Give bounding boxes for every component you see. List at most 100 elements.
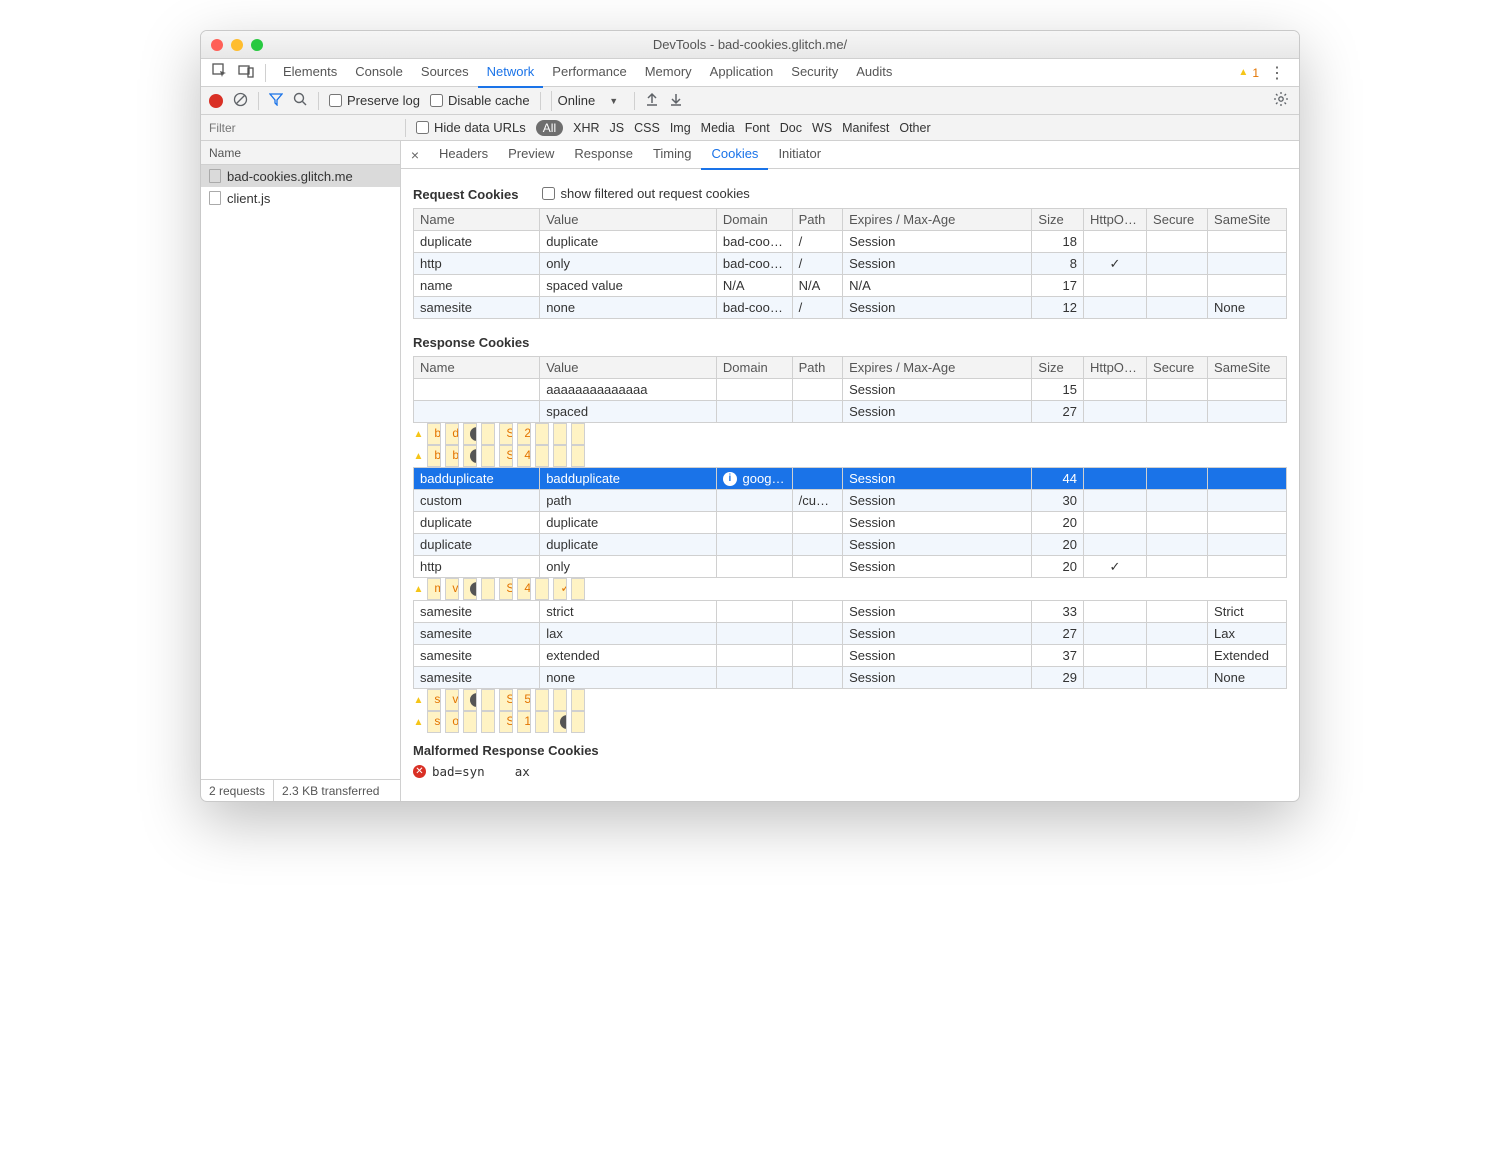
- record-button[interactable]: [209, 94, 223, 108]
- detail-tab-headers[interactable]: Headers: [429, 141, 498, 169]
- cookie-row[interactable]: baddomaini googl…Session29: [414, 423, 540, 445]
- cookie-row[interactable]: spacedSession27: [414, 401, 1287, 423]
- cookie-row[interactable]: samesitedefaultvaluei googl…Session50: [414, 689, 540, 711]
- close-panel-button[interactable]: ×: [405, 147, 425, 163]
- show-filtered-checkbox[interactable]: show filtered out request cookies: [542, 186, 749, 201]
- filter-type-media[interactable]: Media: [701, 121, 735, 135]
- request-item[interactable]: bad-cookies.glitch.me: [201, 165, 400, 187]
- column-header[interactable]: Secure: [1147, 357, 1208, 379]
- cookie-row[interactable]: samesitelaxSession27Lax: [414, 623, 1287, 645]
- filter-type-manifest[interactable]: Manifest: [842, 121, 889, 135]
- filter-input[interactable]: [205, 118, 395, 138]
- cookie-row[interactable]: samesitenoneSession29None: [414, 667, 1287, 689]
- more-menu-icon[interactable]: ⋮: [1263, 63, 1291, 83]
- tab-elements[interactable]: Elements: [274, 58, 346, 87]
- detail-tab-preview[interactable]: Preview: [498, 141, 564, 169]
- column-header[interactable]: SameSite: [1208, 209, 1287, 231]
- column-header[interactable]: Domain: [716, 209, 792, 231]
- info-icon: i: [723, 472, 737, 486]
- cookie-row[interactable]: duplicateduplicatebad-coo…/Session18: [414, 231, 1287, 253]
- filter-type-doc[interactable]: Doc: [780, 121, 802, 135]
- column-header[interactable]: HttpO…: [1083, 209, 1146, 231]
- column-header[interactable]: Size: [1032, 357, 1084, 379]
- column-header[interactable]: Name: [414, 357, 540, 379]
- column-header[interactable]: Secure: [1147, 209, 1208, 231]
- cookie-row[interactable]: samesiteextendedSession37Extended: [414, 645, 1287, 667]
- column-header[interactable]: Expires / Max-Age: [843, 357, 1032, 379]
- cookie-row[interactable]: samesitenonebad-coo…/Session12None: [414, 297, 1287, 319]
- cookie-row[interactable]: duplicateduplicateSession20: [414, 534, 1287, 556]
- cookie-row[interactable]: custompath/cu…Session30: [414, 490, 1287, 512]
- error-icon: ✕: [413, 765, 426, 778]
- file-icon: [209, 191, 221, 205]
- cookie-row[interactable]: samesitestrictSession33Strict: [414, 601, 1287, 623]
- cookie-row[interactable]: aaaaaaaaaaaaaaSession15: [414, 379, 1287, 401]
- info-icon: i: [470, 693, 477, 707]
- filter-type-img[interactable]: Img: [670, 121, 691, 135]
- filter-type-js[interactable]: JS: [610, 121, 625, 135]
- column-header[interactable]: Size: [1032, 209, 1084, 231]
- request-detail-panel: × HeadersPreviewResponseTimingCookiesIni…: [401, 141, 1299, 801]
- network-toolbar: Preserve log Disable cache Online▼: [201, 87, 1299, 115]
- tab-performance[interactable]: Performance: [543, 58, 635, 87]
- warnings-badge[interactable]: 1: [1238, 66, 1259, 80]
- filter-type-css[interactable]: CSS: [634, 121, 660, 135]
- request-list-panel: Name bad-cookies.glitch.meclient.js 2 re…: [201, 141, 401, 801]
- detail-tab-timing[interactable]: Timing: [643, 141, 702, 169]
- detail-tab-response[interactable]: Response: [564, 141, 643, 169]
- cookie-row[interactable]: multiplereasonsvaluei googl…Session48✓: [414, 578, 540, 600]
- filter-type-all[interactable]: All: [536, 120, 563, 136]
- column-header[interactable]: Value: [540, 209, 717, 231]
- device-toggle-icon[interactable]: [235, 63, 257, 82]
- file-icon: [209, 169, 221, 183]
- request-item[interactable]: client.js: [201, 187, 400, 209]
- inspect-element-icon[interactable]: [209, 63, 231, 82]
- hide-data-urls-checkbox[interactable]: Hide data URLs: [416, 120, 526, 135]
- column-header[interactable]: SameSite: [1208, 357, 1287, 379]
- column-header[interactable]: Path: [792, 209, 842, 231]
- detail-tabs: × HeadersPreviewResponseTimingCookiesIni…: [401, 141, 1299, 169]
- detail-tab-cookies[interactable]: Cookies: [701, 141, 768, 170]
- tab-audits[interactable]: Audits: [847, 58, 901, 87]
- filter-toggle-icon[interactable]: [269, 92, 283, 109]
- download-har-icon[interactable]: [669, 92, 683, 109]
- tab-memory[interactable]: Memory: [636, 58, 701, 87]
- upload-har-icon[interactable]: [645, 92, 659, 109]
- tab-application[interactable]: Application: [701, 58, 783, 87]
- column-header[interactable]: Domain: [716, 357, 792, 379]
- column-header[interactable]: Value: [540, 357, 717, 379]
- malformed-title: Malformed Response Cookies: [413, 743, 1287, 758]
- column-header[interactable]: Path: [792, 357, 842, 379]
- cookie-row[interactable]: httponlySession20✓: [414, 556, 1287, 578]
- cookie-row[interactable]: namespaced valueN/AN/AN/A17: [414, 275, 1287, 297]
- disable-cache-checkbox[interactable]: Disable cache: [430, 93, 530, 108]
- tab-security[interactable]: Security: [782, 58, 847, 87]
- filter-type-ws[interactable]: WS: [812, 121, 832, 135]
- detail-tab-initiator[interactable]: Initiator: [768, 141, 831, 169]
- cookie-row[interactable]: httponlybad-coo…/Session8✓: [414, 253, 1287, 275]
- response-cookies-table: NameValueDomainPathExpires / Max-AgeSize…: [413, 356, 1287, 733]
- filter-bar: Hide data URLs All XHR JS CSS Img Media Font Do…: [201, 115, 1299, 141]
- requests-count: 2 requests: [201, 780, 274, 801]
- tab-network[interactable]: Network: [478, 58, 544, 88]
- tab-console[interactable]: Console: [346, 58, 412, 87]
- column-header[interactable]: Expires / Max-Age: [843, 209, 1032, 231]
- cookie-row[interactable]: badduplicatebadduplicatei googl…Session4…: [414, 468, 1287, 490]
- filter-type-xhr[interactable]: XHR: [573, 121, 599, 135]
- cookie-row[interactable]: duplicateduplicateSession20: [414, 512, 1287, 534]
- info-icon: i: [470, 427, 477, 441]
- search-icon[interactable]: [293, 92, 308, 110]
- filter-type-other[interactable]: Other: [899, 121, 930, 135]
- throttling-select[interactable]: Online▼: [551, 91, 625, 111]
- request-cookies-title: Request Cookies: [413, 187, 518, 202]
- filter-type-font[interactable]: Font: [745, 121, 770, 135]
- tab-sources[interactable]: Sources: [412, 58, 478, 87]
- column-header[interactable]: Name: [414, 209, 540, 231]
- preserve-log-checkbox[interactable]: Preserve log: [329, 93, 420, 108]
- column-header[interactable]: HttpO…: [1083, 357, 1146, 379]
- cookie-row[interactable]: secureonlySession19i ✓: [414, 711, 540, 733]
- settings-icon[interactable]: [1273, 91, 1289, 110]
- cookie-row[interactable]: badduplicatebadduplicatei googl…Session4…: [414, 445, 540, 467]
- clear-button[interactable]: [233, 92, 248, 110]
- transfer-size: 2.3 KB transferred: [274, 780, 387, 801]
